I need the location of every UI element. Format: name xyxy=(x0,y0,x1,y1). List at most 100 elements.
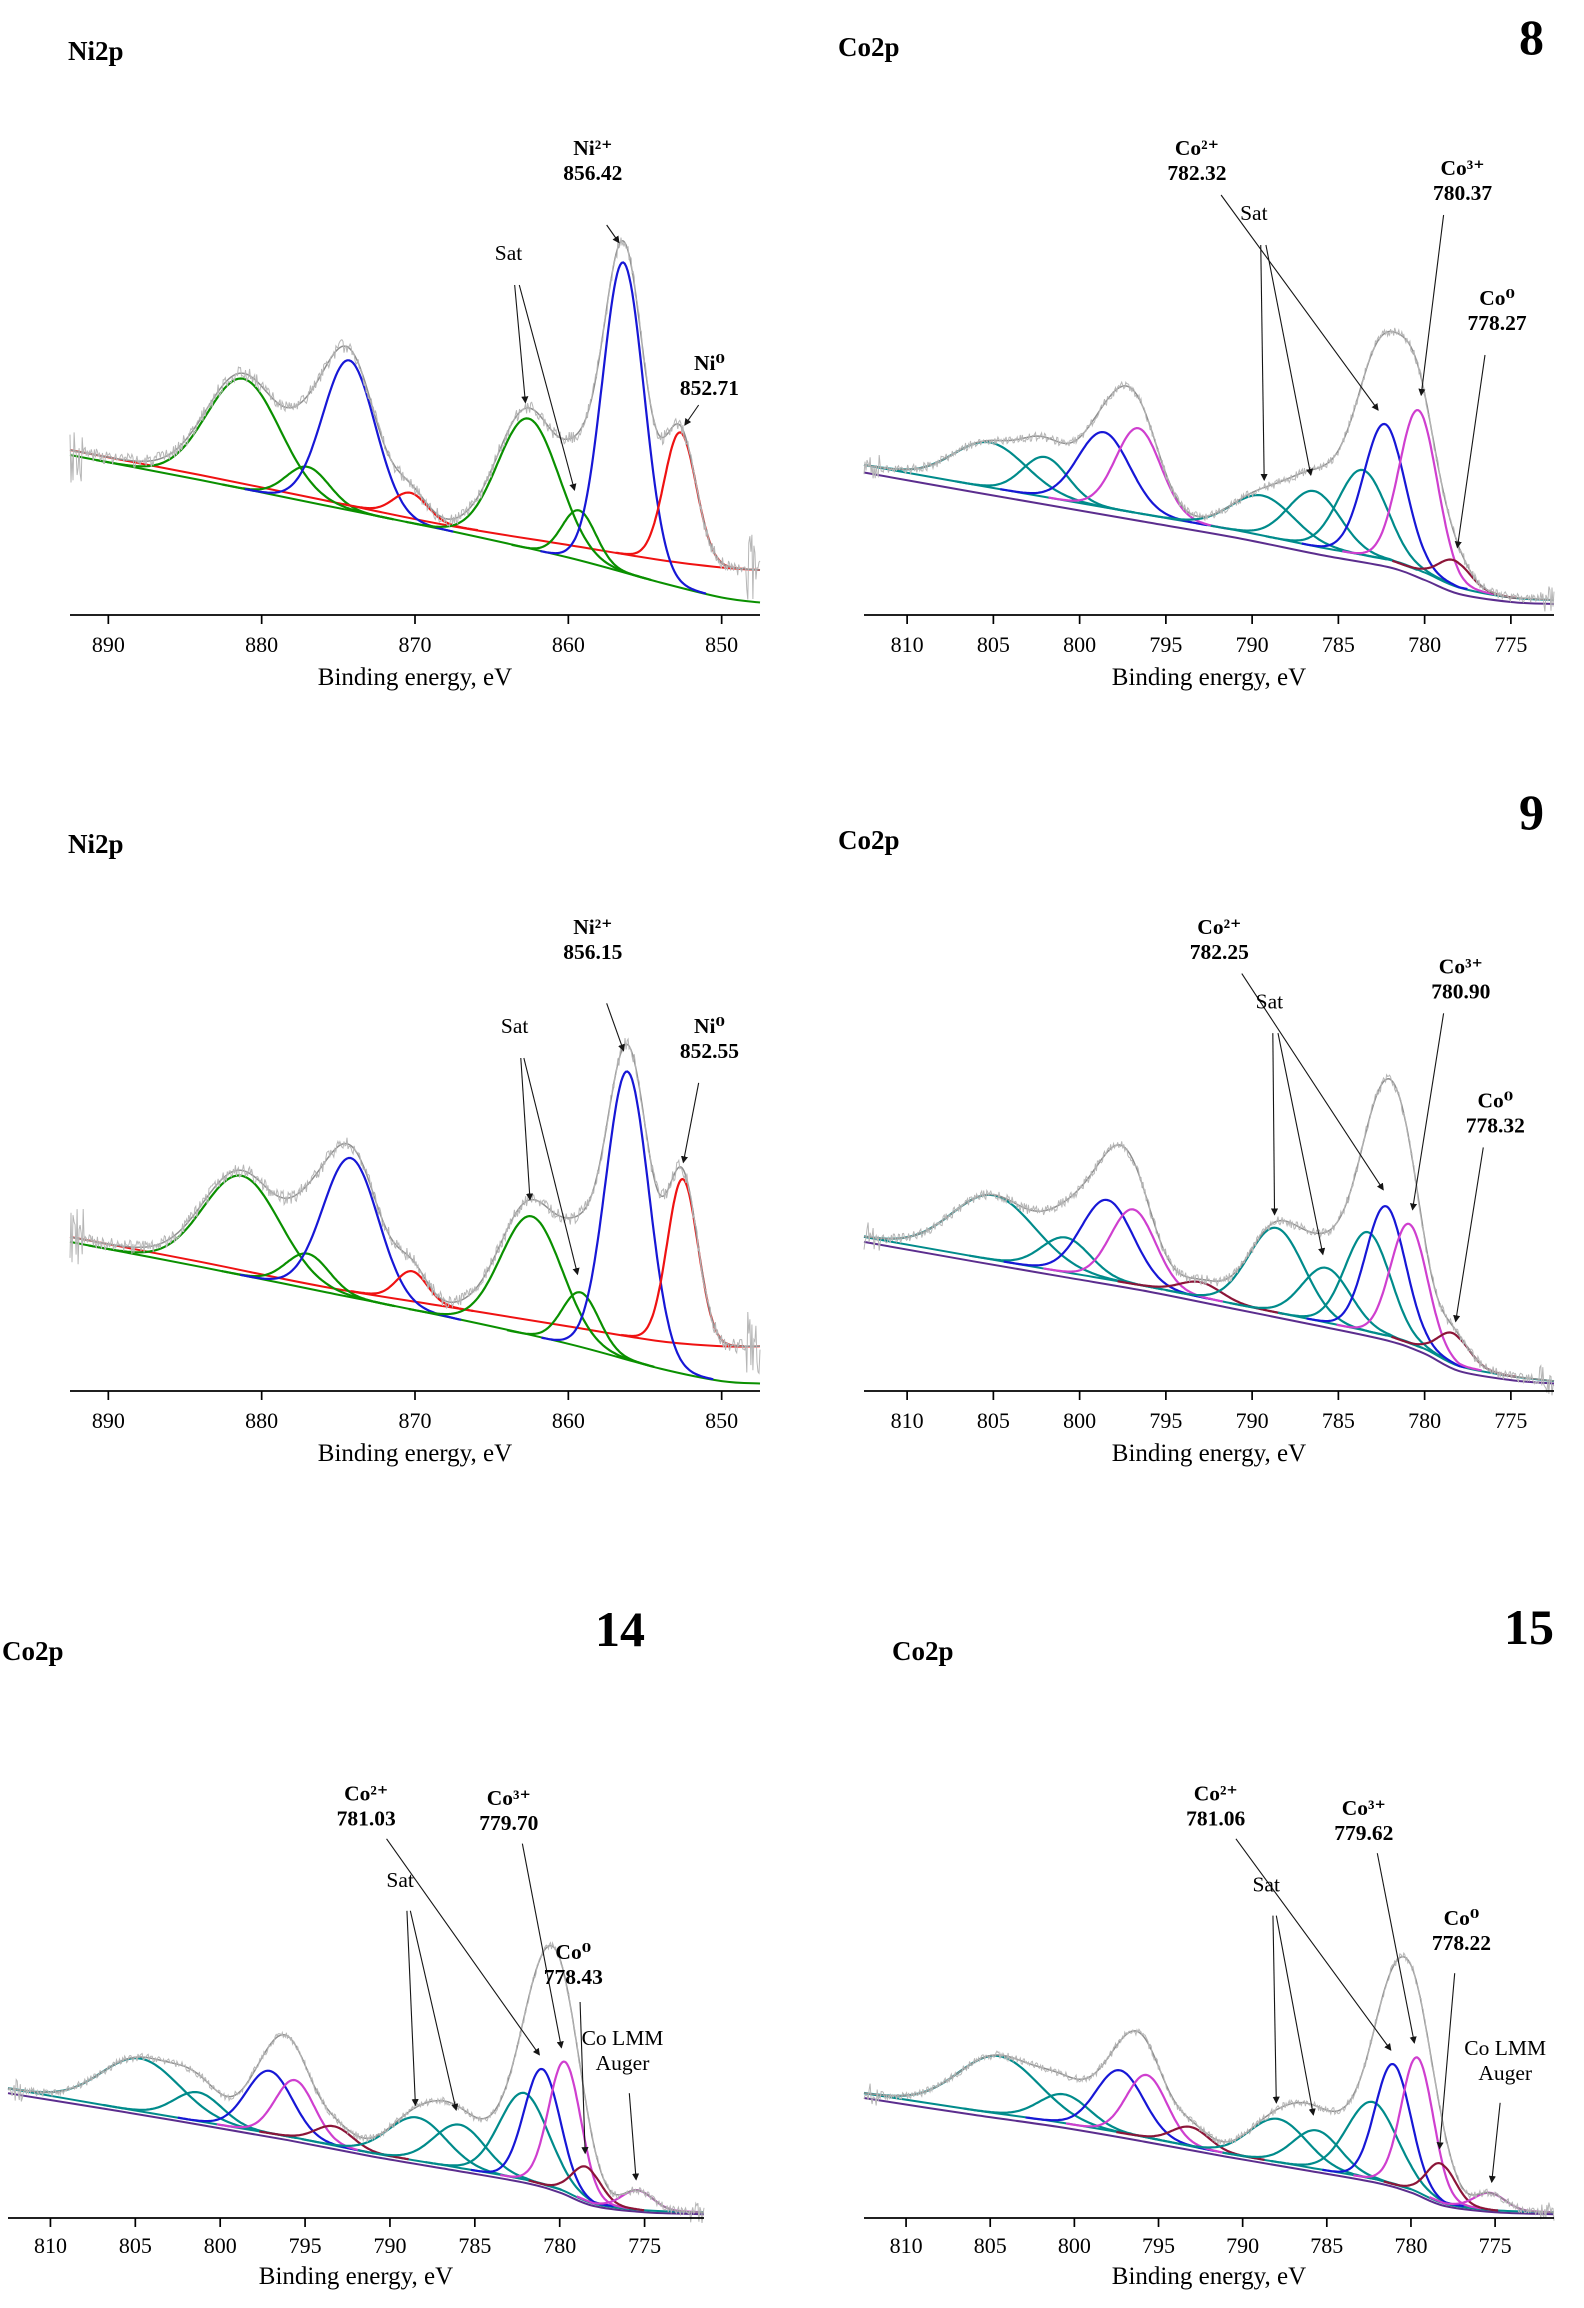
experimental-curve xyxy=(69,237,761,600)
panel-title: Co2p xyxy=(892,1636,954,1666)
panel-ni2p-sample-9: Ni2p Binding energy, eV 890 880 870 860 850 N… xyxy=(0,769,792,1538)
annotation-text: 781.03 xyxy=(337,1806,396,1830)
background-curve-purple xyxy=(863,471,1555,605)
annotation-arrow xyxy=(1488,2102,1501,2184)
peak-curve-magenta xyxy=(1043,1208,1224,1303)
annotation-text: 778.22 xyxy=(1432,1931,1491,1955)
peak-curve-blue xyxy=(244,359,454,533)
panel-ni2p-sample-8: Ni2p Binding energy, eV 890 880 870 860 850 N… xyxy=(0,0,792,769)
peak-curve-teal xyxy=(1163,2117,1393,2185)
background-curve-teal xyxy=(863,1235,1555,1383)
peak-curve-green xyxy=(88,1174,396,1308)
x-axis-label: Binding energy, eV xyxy=(317,664,513,691)
annotation-arrow xyxy=(406,1910,419,2107)
panel-title: Co2p xyxy=(838,825,900,855)
annotation-arrow xyxy=(606,1003,625,1052)
annotation-text: Sat xyxy=(1252,1873,1280,1897)
annotation-arrow xyxy=(680,1082,700,1164)
annotation-text: Co²⁺ xyxy=(1194,1781,1238,1805)
annotation-arrow xyxy=(579,2001,589,2155)
x-tick-label: 780 xyxy=(1394,2233,1427,2258)
annotation-text: Co²⁺ xyxy=(1197,915,1241,939)
x-tick-label: 795 xyxy=(1149,1408,1182,1433)
experimental-curve xyxy=(863,1951,1555,2221)
x-tick-label: 795 xyxy=(289,2233,322,2258)
annotation-arrow xyxy=(1220,194,1379,411)
peak-curve-blue xyxy=(1025,2068,1215,2152)
x-axis-label: Binding energy, eV xyxy=(1111,664,1307,691)
x-tick-label: 785 xyxy=(1310,2233,1343,2258)
x-tick-label: 850 xyxy=(705,632,738,657)
x-axis-label: Binding energy, eV xyxy=(317,1440,513,1467)
x-tick-label: 795 xyxy=(1149,632,1182,657)
x-tick-label: 870 xyxy=(399,1408,432,1433)
peak-curve-teal xyxy=(863,1193,1160,1290)
annotation-text: Co LMM xyxy=(1464,2036,1546,2060)
annotation-text: 780.90 xyxy=(1431,980,1490,1004)
annotation-arrow xyxy=(520,1057,534,1201)
sample-number-label: 8 xyxy=(1519,9,1544,65)
panel-co2p-sample-15: Co2p 15 Binding energy, eV 810 805 800 795 7… xyxy=(792,1538,1584,2307)
x-tick-label: 870 xyxy=(399,632,432,657)
annotation-arrow xyxy=(606,224,620,244)
annotation-arrow xyxy=(514,284,529,404)
annotation-arrow xyxy=(1418,214,1445,397)
peak-curve-teal xyxy=(1265,468,1460,589)
x-tick-label: 810 xyxy=(890,2233,923,2258)
peak-curve-blue xyxy=(177,2069,362,2152)
peak-curve-teal xyxy=(1165,1226,1387,1337)
annotation-text: 782.25 xyxy=(1190,940,1249,964)
sample-number-label: 14 xyxy=(595,1601,645,1657)
annotation-text: 779.62 xyxy=(1334,1821,1393,1845)
x-tick-label: 780 xyxy=(1408,1408,1441,1433)
x-tick-label: 785 xyxy=(1322,1408,1355,1433)
peak-curve-teal xyxy=(1229,1266,1424,1350)
x-tick-label: 805 xyxy=(977,1408,1010,1433)
annotation-text: 778.32 xyxy=(1466,1114,1525,1138)
peak-curve-red xyxy=(350,1269,474,1313)
annotation-text: 778.43 xyxy=(544,1965,603,1989)
peak-curve-teal xyxy=(357,2123,562,2191)
annotation-text: Auger xyxy=(596,2051,650,2075)
annotation-text: Ni²⁺ xyxy=(573,136,612,160)
annotation-arrow xyxy=(1277,1033,1326,1256)
panel-title: Co2p xyxy=(2,1636,64,1666)
annotation-text: Sat xyxy=(495,241,523,265)
peak-curve-green xyxy=(405,417,652,582)
spectrum-plot-co2p-8: 810 805 800 795 790 785 780 775 Co²⁺782.32 Sat Co³… xyxy=(863,136,1555,657)
background-curve-purple xyxy=(863,2097,1555,2216)
peak-curve-green xyxy=(221,465,394,521)
peak-curve-teal xyxy=(1277,1230,1458,1367)
annotation-arrow xyxy=(1272,1915,1280,2104)
peak-curve-blue xyxy=(1322,2063,1464,2208)
annotation-text: Co LMM xyxy=(582,2026,664,2050)
x-tick-label: 810 xyxy=(891,632,924,657)
x-tick-label: 795 xyxy=(1142,2233,1175,2258)
annotation-arrow xyxy=(1270,1033,1279,1216)
peak-curve-blue xyxy=(1301,422,1468,591)
spectrum-plot-co2p-14: 810 805 800 795 790 785 780 775Co²⁺781.03Co³⁺77… xyxy=(7,1781,705,2258)
annotation-text: Sat xyxy=(386,1868,414,1892)
annotation-text: Co³⁺ xyxy=(1441,156,1485,180)
annotation-text: Co²⁺ xyxy=(344,1781,388,1805)
peak-curve-green xyxy=(221,1252,394,1307)
sample-number-label: 15 xyxy=(1504,1599,1554,1655)
peak-curve-blue xyxy=(540,261,707,595)
x-tick-label: 790 xyxy=(1236,632,1269,657)
background-curve-purple xyxy=(863,1240,1555,1385)
peak-curve-teal xyxy=(1271,2100,1474,2209)
peak-curve-green xyxy=(511,509,647,580)
peak-curve-magenta xyxy=(1336,1222,1482,1372)
peak-curve-green xyxy=(408,1214,655,1368)
x-tick-label: 790 xyxy=(1236,1408,1269,1433)
peak-curve-teal xyxy=(955,455,1136,514)
peak-curve-green xyxy=(95,377,391,520)
background-curve-red xyxy=(69,449,761,571)
annotation-arrow xyxy=(1453,1147,1484,1323)
x-tick-label: 800 xyxy=(1058,2233,1091,2258)
x-tick-label: 800 xyxy=(1063,632,1096,657)
peak-curve-magenta xyxy=(1048,426,1229,530)
annotation-text: Co⁰ xyxy=(1477,1089,1513,1113)
peak-curve-blue xyxy=(1306,1205,1466,1369)
